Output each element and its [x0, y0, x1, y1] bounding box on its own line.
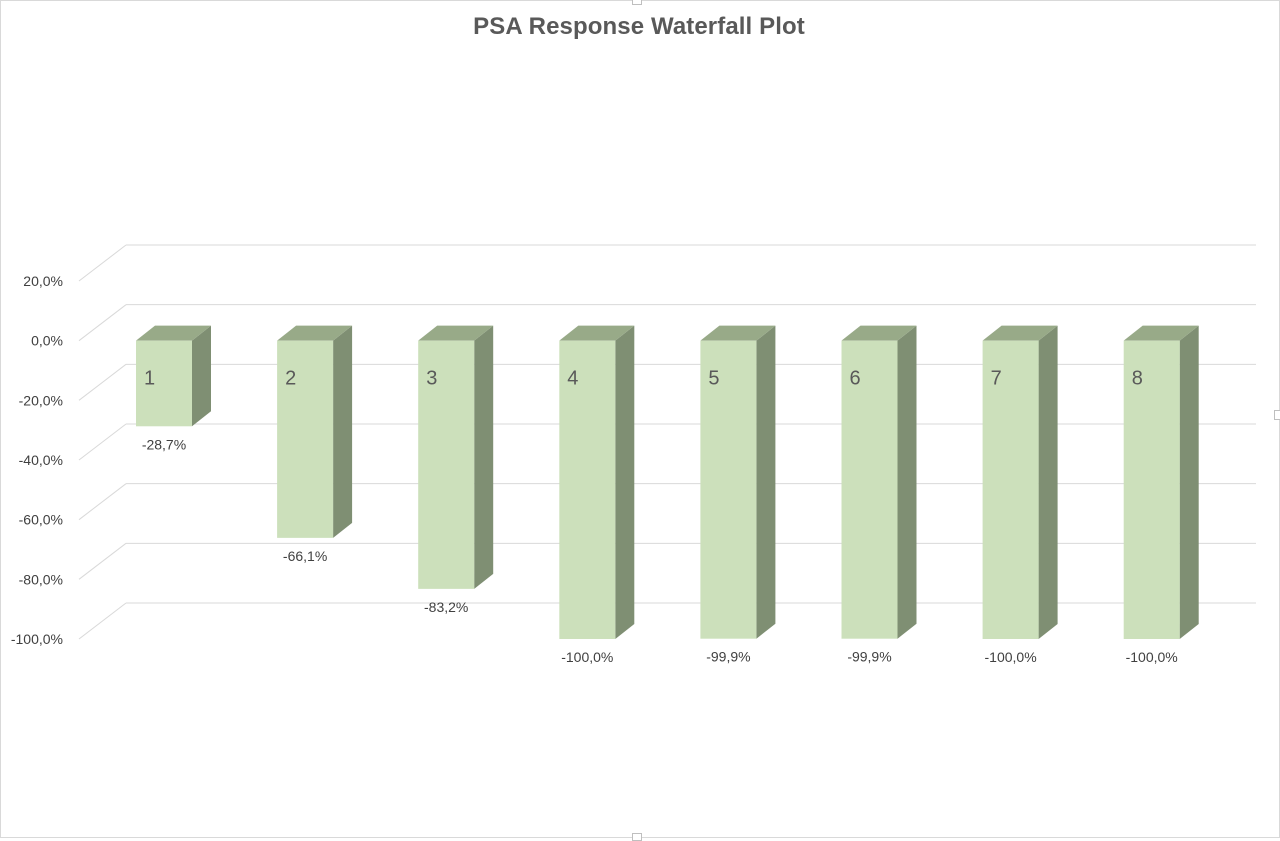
category-label: 4	[567, 368, 578, 390]
y-tick-label: -40,0%	[19, 452, 63, 468]
data-label: -83,2%	[424, 599, 468, 615]
category-label: 3	[426, 368, 437, 390]
bar-7: 7	[982, 325, 1058, 639]
bar-side-face	[474, 325, 494, 589]
category-label: 1	[144, 368, 155, 390]
y-tick-label: 20,0%	[23, 273, 63, 289]
bar-6: 6	[841, 325, 917, 639]
y-tick-label: -20,0%	[19, 392, 63, 408]
bar-top-face	[700, 325, 776, 341]
resize-handle-top[interactable]	[632, 0, 642, 5]
bar-side-face	[1038, 325, 1058, 639]
bar-side-face	[756, 325, 776, 639]
bar-3: 3	[418, 325, 494, 589]
bar-4: 4	[559, 325, 635, 639]
gridline-floor-0	[78, 244, 127, 282]
category-label: 6	[850, 368, 861, 390]
bar-top-face	[418, 325, 494, 341]
data-label: -99,9%	[706, 649, 750, 665]
gridline-floor-3	[78, 423, 127, 461]
bar-front-face	[841, 340, 898, 639]
y-tick-label: -60,0%	[19, 512, 63, 528]
gridline-floor-2	[78, 363, 127, 401]
bar-side-face	[1179, 325, 1199, 639]
chart-title: PSA Response Waterfall Plot	[473, 13, 805, 40]
data-label: -100,0%	[985, 649, 1037, 665]
y-tick-label: 0,0%	[31, 333, 63, 349]
gridline-floor-5	[78, 542, 127, 580]
bar-1: 1	[136, 325, 211, 427]
resize-handle-right[interactable]	[1274, 410, 1280, 420]
y-tick-label: -100,0%	[11, 631, 63, 647]
gridline-floor-4	[78, 483, 127, 521]
bar-front-face	[418, 340, 475, 589]
data-label: -66,1%	[283, 548, 327, 564]
bar-top-face	[559, 325, 635, 341]
bar-front-face	[1123, 340, 1180, 639]
data-label: -28,7%	[142, 436, 186, 452]
gridline-floor-6	[78, 602, 127, 640]
bar-front-face	[136, 340, 192, 427]
category-label: 7	[991, 368, 1002, 390]
bar-top-face	[982, 325, 1058, 341]
bar-side-face	[615, 325, 635, 639]
bar-top-face	[277, 325, 353, 341]
bar-top-face	[841, 325, 917, 341]
bar-8: 8	[1123, 325, 1199, 639]
bar-front-face	[982, 340, 1039, 639]
data-label: -100,0%	[561, 649, 613, 665]
bar-2: 2	[277, 325, 353, 538]
bar-front-face	[700, 340, 757, 639]
bar-front-face	[559, 340, 616, 639]
category-label: 2	[285, 368, 296, 390]
bar-top-face	[1123, 325, 1199, 341]
bar-side-face	[333, 325, 353, 538]
bar-5: 5	[700, 325, 776, 639]
bar-side-face	[897, 325, 917, 639]
y-tick-label: -80,0%	[19, 571, 63, 587]
bar-front-face	[277, 340, 334, 538]
category-label: 5	[708, 368, 719, 390]
category-label: 8	[1132, 368, 1143, 390]
data-label: -100,0%	[1126, 649, 1178, 665]
gridline-floor-1	[78, 304, 127, 342]
data-label: -99,9%	[847, 649, 891, 665]
bar-top-face	[136, 325, 211, 341]
bar-side-face	[192, 325, 211, 427]
